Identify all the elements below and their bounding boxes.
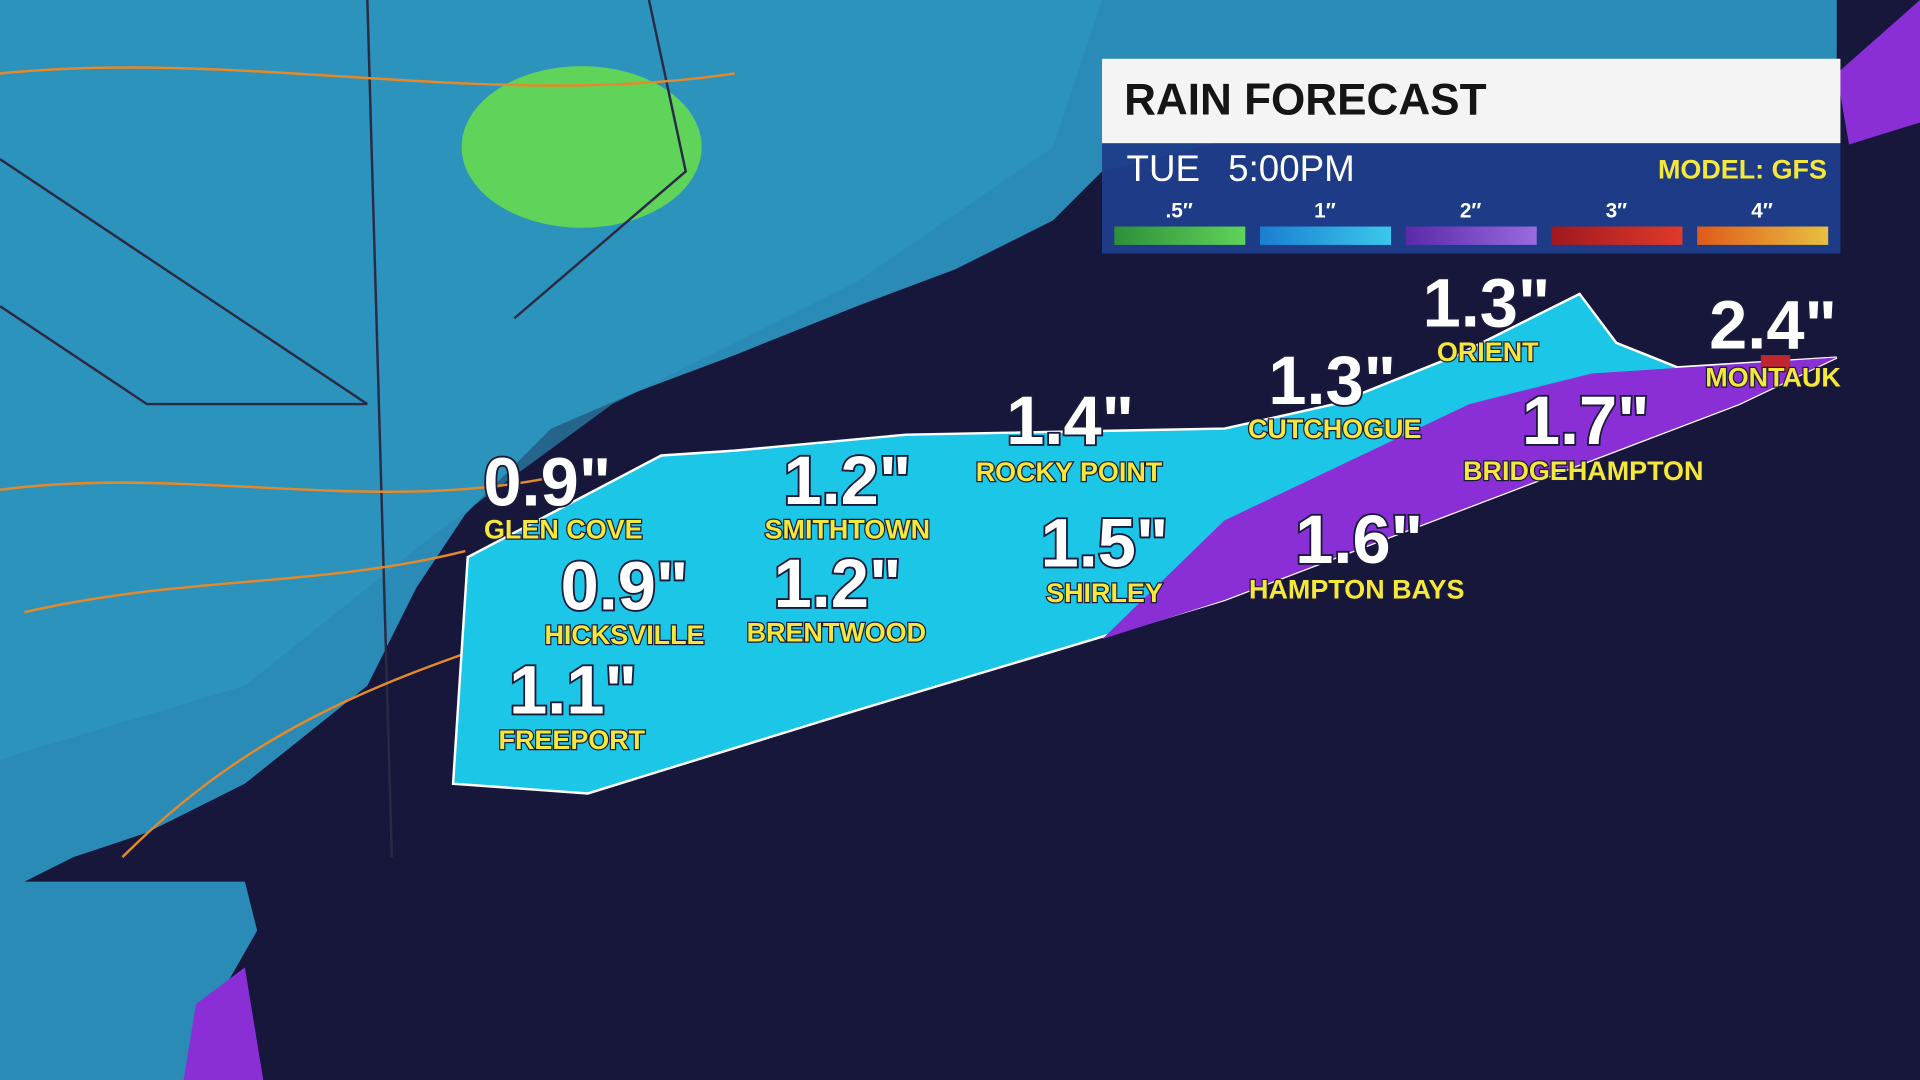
rain-amount: 1.2" — [774, 545, 902, 622]
roads — [0, 66, 735, 859]
rain-amount: 1.5" — [1041, 505, 1169, 582]
legend-swatch — [1260, 226, 1392, 245]
legend-swatch — [1405, 226, 1537, 245]
rain-amount: 1.4" — [1006, 382, 1134, 459]
legend-swatch — [1114, 226, 1246, 245]
location-name: BRENTWOOD — [747, 617, 926, 647]
rain-amount: 0.9" — [483, 443, 611, 520]
location-name: HAMPTON BAYS — [1249, 575, 1464, 605]
rain-amount: 0.9" — [561, 548, 689, 625]
location-labels: 0.9"GLEN COVE0.9"HICKSVILLE1.1"FREEPORT1… — [482, 263, 1843, 757]
model-label: MODEL: GFS — [1658, 155, 1827, 185]
legend: .5″ 1″ 2″ 3″ 4″ — [1114, 199, 1829, 245]
panel-title-bar — [1102, 58, 1841, 144]
rain-amount: 1.2" — [783, 442, 911, 519]
rain-zone-green — [461, 66, 702, 228]
rain-zone-purple-ne — [1836, 0, 1920, 145]
location-name: SMITHTOWN — [765, 515, 931, 545]
location-name: FREEPORT — [499, 725, 646, 755]
borders — [0, 0, 688, 858]
location-name: ROCKY POINT — [976, 457, 1163, 487]
location-name: CUTCHOGUE — [1248, 414, 1422, 444]
legend-label: 1″ — [1314, 199, 1336, 222]
rain-zone-red — [1760, 355, 1791, 373]
legend-label: 3″ — [1606, 199, 1628, 222]
forecast-time: 5:00PM — [1228, 148, 1355, 189]
location-name: HICKSVILLE — [544, 620, 704, 650]
legend-label: .5″ — [1166, 199, 1193, 222]
rain-amount: 1.7" — [1522, 382, 1650, 459]
legend-label: 4″ — [1751, 199, 1773, 222]
rain-zone-purple — [1102, 357, 1837, 640]
forecast-day: TUE — [1127, 148, 1200, 189]
rain-amount: 2.4" — [1709, 287, 1837, 364]
rain-zone-purple-sw — [183, 967, 264, 1080]
legend-label: 2″ — [1460, 199, 1482, 222]
location-name: ORIENT — [1437, 337, 1539, 367]
panel-title: RAIN FORECAST — [1124, 75, 1486, 124]
rain-amount: 1.1" — [509, 652, 637, 729]
location-name: BRIDGEHAMPTON — [1463, 456, 1703, 486]
forecast-panel: RAIN FORECAST TUE 5:00PM MODEL: GFS .5″ 1… — [1102, 58, 1841, 254]
rain-amount: 1.3" — [1268, 342, 1396, 419]
rain-amount: 1.6" — [1295, 501, 1423, 578]
legend-swatch — [1697, 226, 1829, 245]
location-name: MONTAUK — [1705, 363, 1841, 393]
legend-swatch — [1551, 226, 1683, 245]
location-name: SHIRLEY — [1046, 578, 1163, 608]
rain-amount: 1.3" — [1423, 265, 1551, 342]
upstate — [0, 0, 1103, 760]
location-name: GLEN COVE — [484, 515, 643, 545]
